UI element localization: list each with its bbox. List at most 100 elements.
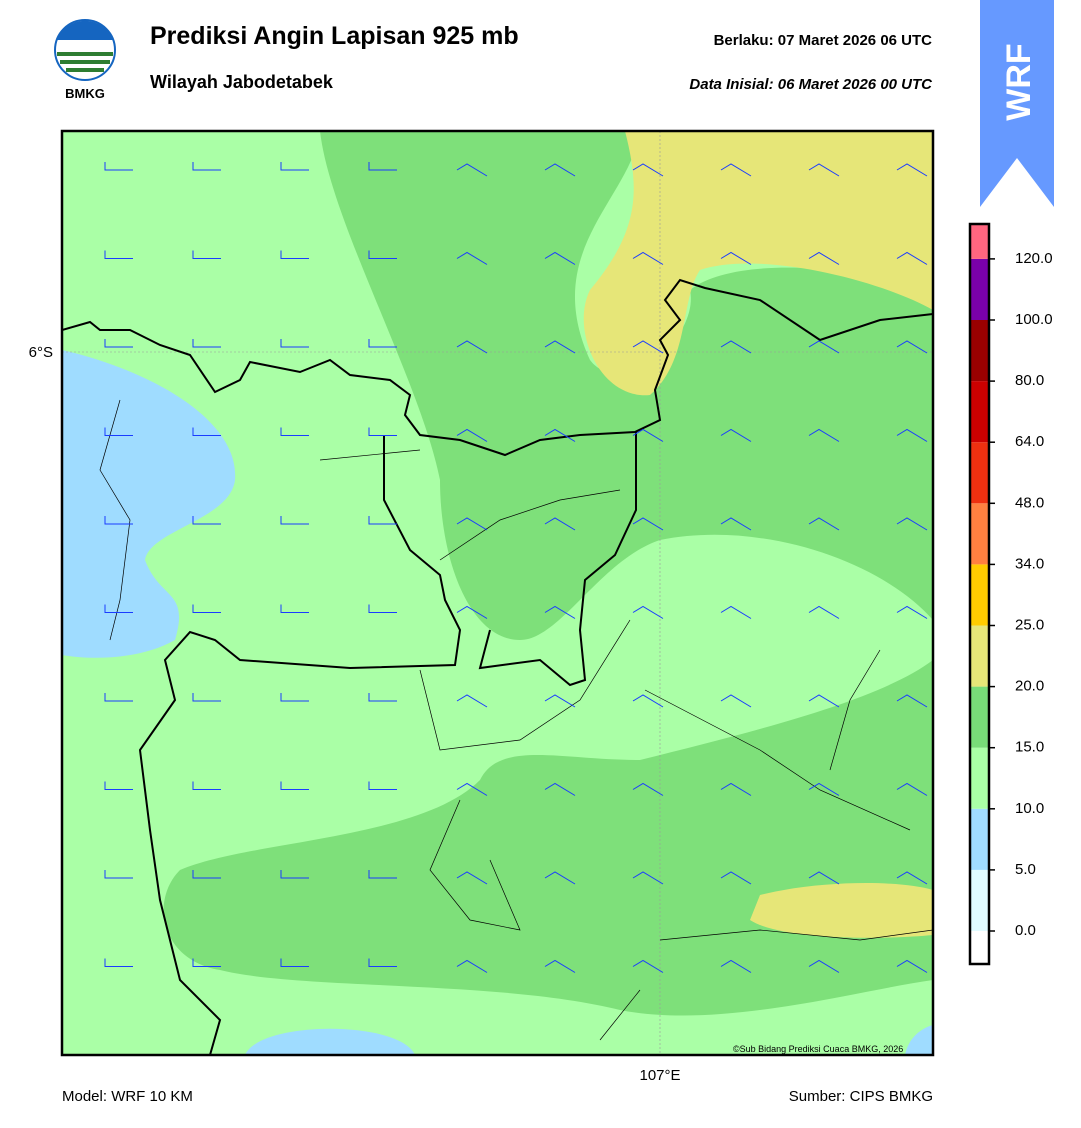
badge-text: WRF: [1000, 43, 1038, 120]
wind-barb: [280, 427, 309, 436]
colorbar-segment: [970, 381, 989, 443]
colorbar-segment: [970, 625, 989, 687]
wind-barb: [192, 339, 221, 348]
colorbar-segment: [970, 320, 989, 382]
wind-barb: [896, 694, 928, 708]
colorbar-label: 0.0: [1015, 922, 1036, 939]
colorbar-label: 15.0: [1015, 739, 1044, 756]
wind-barb: [456, 251, 488, 265]
wind-barb: [544, 959, 576, 973]
map: [62, 131, 933, 1055]
wind-barb: [368, 516, 397, 525]
wind-barb: [896, 959, 928, 973]
wind-barb: [544, 517, 576, 531]
wind-barb: [280, 870, 309, 879]
colorbar: 0.0 5.0 10.0 15.0 20.0 25.0 34.0 48.0 64.0 80.0 10…: [968, 222, 1053, 966]
wind-barb: [808, 782, 840, 796]
source: Sumber: CIPS BMKG: [789, 1088, 933, 1105]
wind-barb: [280, 339, 309, 348]
wind-barb: [368, 339, 397, 348]
subtitle: Wilayah Jabodetabek: [150, 72, 334, 92]
logo: BMKG: [54, 19, 116, 101]
wind-barb: [896, 428, 928, 442]
wind-barb: [456, 782, 488, 796]
wind-barb: [808, 517, 840, 531]
wind-barb: [808, 959, 840, 973]
wind-barb: [280, 604, 309, 613]
wind-barb: [896, 605, 928, 619]
wind-barb: [456, 605, 488, 619]
colorbar-segment: [970, 564, 989, 626]
wind-barb: [720, 517, 752, 531]
wind-barb: [192, 870, 221, 879]
wind-barb: [544, 694, 576, 708]
wind-barb: [456, 517, 488, 531]
wind-barb: [104, 339, 133, 348]
wind-barb: [280, 781, 309, 790]
wind-barb: [456, 959, 488, 973]
wind-barb: [632, 517, 664, 531]
wind-barb: [720, 871, 752, 885]
colorbar-segment: [970, 686, 989, 748]
wind-barb: [720, 251, 752, 265]
wind-barb: [192, 516, 221, 525]
wind-barb: [632, 428, 664, 442]
wind-barb: [192, 162, 221, 171]
wind-barb: [192, 427, 221, 436]
wind-barb: [280, 516, 309, 525]
init-time: Data Inisial: 06 Maret 2026 00 UTC: [689, 76, 933, 93]
colorbar-segment: [970, 258, 989, 320]
wind-barb: [544, 340, 576, 354]
colorbar-frame: [968, 222, 991, 966]
wind-barb: [456, 340, 488, 354]
colorbar-label: 20.0: [1015, 678, 1044, 695]
wind-barb: [104, 427, 133, 436]
wind-barb: [808, 605, 840, 619]
wind-barb: [104, 958, 133, 967]
wind-barb: [104, 870, 133, 879]
wind-barb: [192, 693, 221, 702]
wind-barb: [720, 782, 752, 796]
colorbar-label: 64.0: [1015, 433, 1044, 450]
wind-barb: [280, 250, 309, 259]
colorbar-label: 10.0: [1015, 800, 1044, 817]
wind-barb: [632, 251, 664, 265]
wind-barb: [368, 958, 397, 967]
colorbar-segment: [970, 931, 989, 964]
title: Prediksi Angin Lapisan 925 mb: [150, 22, 519, 50]
wind-barb: [808, 251, 840, 265]
wind-barb: [632, 959, 664, 973]
wind-barb: [720, 428, 752, 442]
colorbar-label: 5.0: [1015, 861, 1036, 878]
logo-text: BMKG: [65, 86, 105, 101]
valid-time: Berlaku: 07 Maret 2026 06 UTC: [714, 32, 933, 49]
wind-barb: [192, 781, 221, 790]
wind-barb: [544, 428, 576, 442]
wind-barb: [456, 428, 488, 442]
wind-barb: [632, 694, 664, 708]
wind-barb: [808, 428, 840, 442]
wind-barb: [632, 871, 664, 885]
colorbar-label: 80.0: [1015, 372, 1044, 389]
wind-barb: [456, 163, 488, 177]
wind-barb: [632, 782, 664, 796]
wind-barb: [368, 250, 397, 259]
wind-barb: [544, 782, 576, 796]
wind-barb: [104, 516, 133, 525]
wind-barb: [456, 694, 488, 708]
colorbar-segment: [970, 503, 989, 565]
wind-barb: [192, 250, 221, 259]
wind-barb: [720, 605, 752, 619]
wind-barb: [632, 163, 664, 177]
wind-barb: [632, 340, 664, 354]
wind-barb: [896, 251, 928, 265]
wind-barb: [104, 604, 133, 613]
wind-barb: [808, 694, 840, 708]
wind-barb: [544, 871, 576, 885]
wind-barb: [368, 870, 397, 879]
wind-barb: [544, 251, 576, 265]
colorbar-segment: [970, 224, 989, 259]
lon-label: 107°E: [639, 1067, 680, 1084]
colorbar-label: 48.0: [1015, 494, 1044, 511]
